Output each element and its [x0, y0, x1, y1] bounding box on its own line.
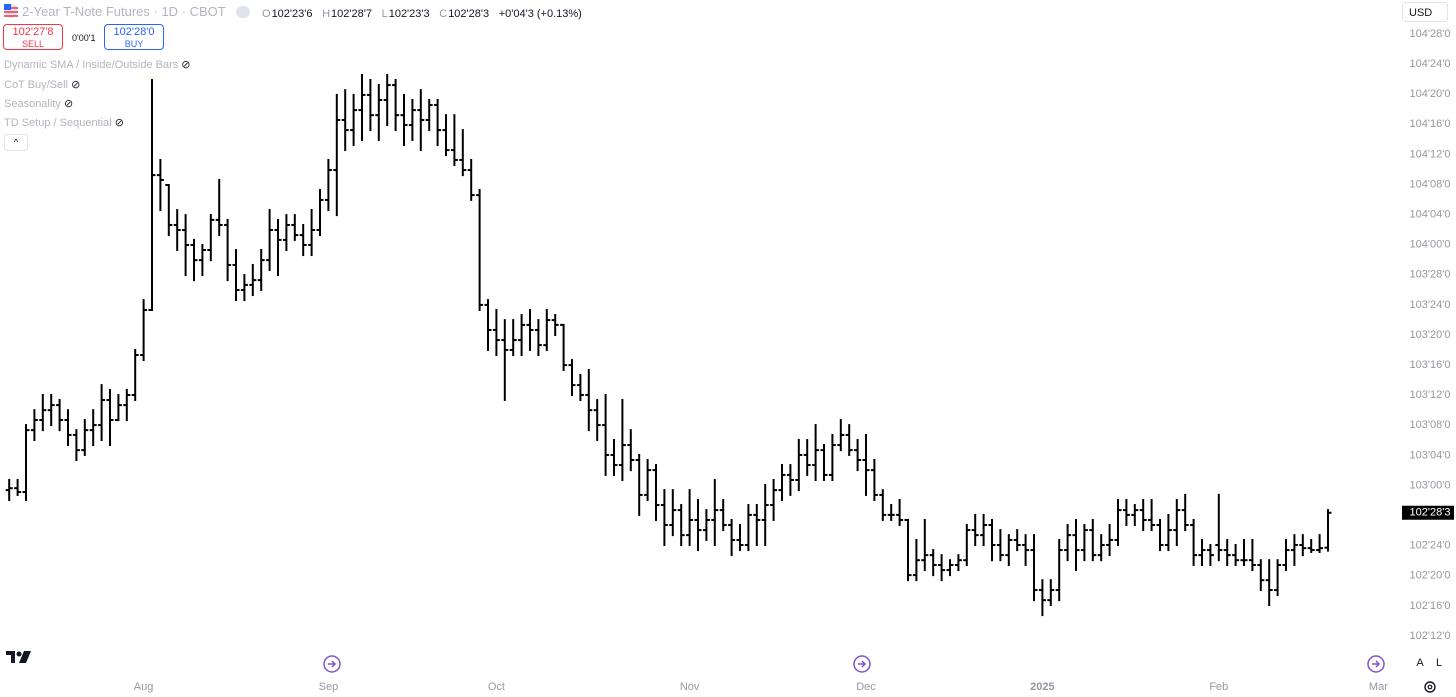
- indicator-name: TD Setup / Sequential: [4, 117, 112, 129]
- indicator[interactable]: TD Setup / Sequential ⊘: [4, 117, 124, 129]
- x-tick-label: Feb: [1209, 681, 1228, 693]
- symbol-title[interactable]: 2-Year T-Note Futures · 1D · CBOT: [22, 4, 226, 19]
- y-tick-label: 104'08'0: [1410, 178, 1451, 190]
- sell-label: SELL: [21, 39, 45, 49]
- flag-icon: [4, 4, 18, 18]
- y-tick-label: 103'16'0: [1410, 359, 1451, 371]
- y-tick-label: 102'20'0: [1410, 570, 1451, 582]
- x-tick-label: Oct: [488, 681, 505, 693]
- auto-scale-button[interactable]: A: [1416, 657, 1424, 669]
- y-tick-label: 104'28'0: [1410, 28, 1451, 40]
- ohlc-legend: O102'23'6 H102'28'7 L102'23'3 C102'28'3 …: [262, 5, 588, 20]
- y-tick-label: 104'12'0: [1410, 148, 1451, 160]
- buy-button[interactable]: 102'28'0 BUY: [104, 24, 164, 50]
- buy-price: 102'28'0: [113, 26, 155, 38]
- sell-button[interactable]: 102'27'8 SELL: [3, 24, 63, 50]
- y-tick-label: 102'12'0: [1410, 630, 1451, 642]
- y-tick-label: 104'20'0: [1410, 88, 1451, 100]
- y-tick-label: 104'24'0: [1410, 58, 1451, 70]
- x-tick-label: Dec: [856, 681, 876, 693]
- indicator-name: CoT Buy/Sell: [4, 79, 68, 91]
- sell-price: 102'27'8: [12, 26, 54, 38]
- ohlc-value: 102'23'3: [388, 8, 430, 20]
- last-price-label: 102'28'3: [1410, 507, 1451, 519]
- indicator[interactable]: Seasonality ⊘: [4, 98, 74, 110]
- ohlc-key: C: [439, 8, 448, 20]
- y-tick-label: 103'08'0: [1410, 419, 1451, 431]
- y-tick-label: 103'00'0: [1410, 479, 1451, 491]
- ohlc-key: O: [262, 8, 271, 20]
- ohlc-key: L: [381, 8, 388, 20]
- logo[interactable]: [6, 651, 31, 663]
- y-tick-label: 104'04'0: [1410, 209, 1451, 221]
- y-tick-label: 103'04'0: [1410, 449, 1451, 461]
- log-scale-button[interactable]: L: [1435, 657, 1443, 669]
- buy-label: BUY: [124, 39, 144, 49]
- event-marker[interactable]: [853, 655, 871, 673]
- y-tick-label: 103'28'0: [1410, 269, 1451, 281]
- y-tick-label: 102'24'0: [1410, 540, 1451, 552]
- indicator-name: Seasonality: [4, 98, 61, 110]
- x-tick-label: Mar: [1369, 681, 1388, 693]
- ohlc-value: 102'28'7: [331, 8, 372, 20]
- settings-icon[interactable]: [1424, 681, 1436, 693]
- indicator[interactable]: CoT Buy/Sell ⊘: [4, 79, 81, 91]
- event-marker[interactable]: [1367, 655, 1385, 673]
- y-tick-label: 104'00'0: [1410, 239, 1451, 251]
- x-tick-label: 2025: [1030, 681, 1054, 693]
- last-price-box: [1402, 505, 1454, 520]
- ohlc-value: 102'28'3: [448, 8, 490, 20]
- y-tick-label: 102'16'0: [1410, 600, 1451, 612]
- collapse-indicators[interactable]: ^: [4, 134, 28, 151]
- indicator-name: Dynamic SMA / Inside/Outside Bars: [4, 59, 179, 71]
- ohlc-value: 102'23'6: [271, 8, 313, 20]
- y-tick-label: 104'16'0: [1410, 118, 1451, 130]
- y-tick-label: 103'20'0: [1410, 329, 1451, 341]
- collapse-button[interactable]: [236, 6, 250, 18]
- x-tick-label: Aug: [134, 681, 154, 693]
- ohlc-key: H: [322, 8, 331, 20]
- change: +0'04'3 (+0.13%): [498, 8, 582, 20]
- spread: 0'00'1: [72, 33, 96, 43]
- x-tick-label: Nov: [680, 681, 700, 693]
- x-tick-label: Sep: [319, 681, 339, 693]
- event-marker[interactable]: [323, 655, 341, 673]
- currency-select[interactable]: USD: [1402, 2, 1448, 22]
- y-tick-label: 103'12'0: [1410, 389, 1451, 401]
- y-tick-label: 103'24'0: [1410, 299, 1451, 311]
- indicator[interactable]: Dynamic SMA / Inside/Outside Bars ⊘: [4, 59, 191, 71]
